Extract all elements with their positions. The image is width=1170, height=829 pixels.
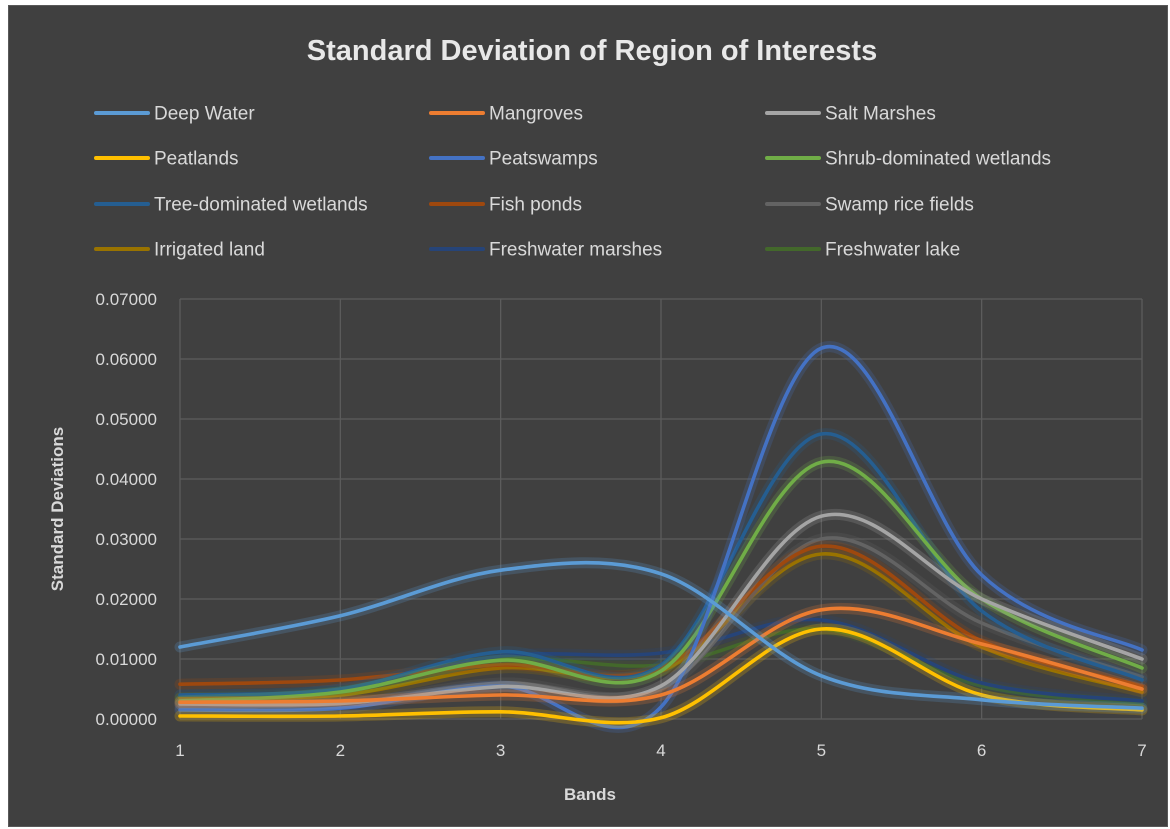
series-line-peatswamps bbox=[178, 344, 1144, 730]
legend-label: Freshwater marshes bbox=[489, 240, 662, 261]
legend-item-peatswamps: Peatswamps bbox=[429, 149, 598, 170]
legend-label: Salt Marshes bbox=[825, 104, 936, 125]
legend-item-swamp-rice-fields: Swamp rice fields bbox=[765, 195, 974, 216]
x-tick-label: 1 bbox=[175, 741, 184, 760]
legend-item-irrigated-land: Irrigated land bbox=[94, 240, 265, 261]
x-axis-ticks: 1 2 3 4 5 6 7 bbox=[175, 741, 1146, 760]
series-line-deep-water bbox=[178, 560, 1144, 710]
legend-item-tree-dominated-wetlands: Tree-dominated wetlands bbox=[94, 195, 368, 216]
legend-label: Mangroves bbox=[489, 104, 583, 125]
y-tick-label: 0.06000 bbox=[96, 350, 157, 369]
x-tick-label: 2 bbox=[336, 741, 345, 760]
legend-label: Peatswamps bbox=[489, 149, 598, 170]
legend-label: Fish ponds bbox=[489, 195, 582, 216]
y-tick-label: 0.02000 bbox=[96, 590, 157, 609]
legend-item-shrub-dominated-wetlands: Shrub-dominated wetlands bbox=[765, 149, 1051, 170]
legend-label: Peatlands bbox=[154, 149, 239, 170]
x-axis-label: Bands bbox=[564, 785, 616, 804]
legend-item-peatlands: Peatlands bbox=[94, 149, 239, 170]
legend-item-salt-marshes: Salt Marshes bbox=[765, 104, 936, 125]
x-tick-label: 7 bbox=[1137, 741, 1146, 760]
legend-item-freshwater-marshes: Freshwater marshes bbox=[429, 240, 662, 261]
y-axis-ticks: 0.00000 0.01000 0.02000 0.03000 0.04000 0.050… bbox=[96, 290, 157, 729]
series-line-mangroves bbox=[178, 606, 1144, 704]
series-peatlands bbox=[174, 623, 1148, 729]
y-tick-label: 0.03000 bbox=[96, 530, 157, 549]
legend-label: Irrigated land bbox=[154, 240, 265, 261]
series-deep-water bbox=[174, 557, 1148, 714]
y-axis-label: Standard Deviations bbox=[48, 427, 67, 591]
x-tick-label: 5 bbox=[817, 741, 826, 760]
x-tick-label: 4 bbox=[656, 741, 665, 760]
legend-label: Deep Water bbox=[154, 104, 255, 125]
x-tick-label: 3 bbox=[496, 741, 505, 760]
series-peatswamps bbox=[174, 341, 1148, 733]
legend-item-fish-ponds: Fish ponds bbox=[429, 195, 582, 216]
series-lines bbox=[174, 341, 1148, 733]
chart-title: Standard Deviation of Region of Interest… bbox=[307, 35, 877, 67]
y-tick-label: 0.04000 bbox=[96, 470, 157, 489]
series-line-peatlands bbox=[178, 627, 1144, 725]
series-line-salt-marshes bbox=[178, 512, 1144, 707]
legend-item-deep-water: Deep Water bbox=[94, 104, 255, 125]
legend-item-mangroves: Mangroves bbox=[429, 104, 583, 125]
series-tree-dominated-wetlands bbox=[174, 428, 1148, 701]
series-salt-marshes bbox=[174, 508, 1148, 711]
series-line-tree-dominated-wetlands bbox=[178, 432, 1144, 697]
legend-label: Shrub-dominated wetlands bbox=[825, 149, 1051, 170]
y-tick-label: 0.05000 bbox=[96, 410, 157, 429]
x-tick-label: 6 bbox=[977, 741, 986, 760]
legend-label: Freshwater lake bbox=[825, 240, 960, 261]
legend-label: Swamp rice fields bbox=[825, 195, 974, 216]
y-tick-label: 0.00000 bbox=[96, 710, 157, 729]
chart-frame bbox=[8, 5, 1168, 827]
y-tick-label: 0.01000 bbox=[96, 650, 157, 669]
legend: Deep Water Mangroves Salt Marshes Peatlands… bbox=[94, 104, 1051, 261]
series-mangroves bbox=[174, 602, 1148, 708]
y-tick-label: 0.07000 bbox=[96, 290, 157, 309]
legend-item-freshwater-lake: Freshwater lake bbox=[765, 240, 960, 261]
legend-label: Tree-dominated wetlands bbox=[154, 195, 368, 216]
gridlines bbox=[179, 298, 1143, 720]
